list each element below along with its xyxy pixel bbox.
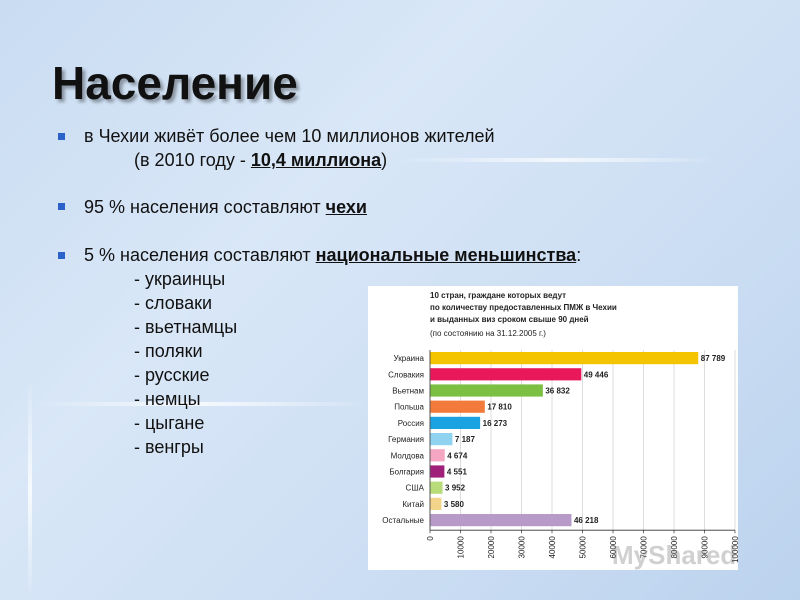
data-label: 46 218 (574, 516, 599, 525)
decor-line (28, 380, 32, 600)
data-label: 3 580 (444, 500, 465, 509)
minority-item: - словаки (134, 293, 213, 313)
bar (430, 368, 582, 381)
chart-title-line: 10 стран, граждане которых ведут (430, 291, 566, 300)
x-tick-label: 20000 (487, 536, 496, 559)
data-label: 16 273 (483, 419, 508, 428)
bar (430, 352, 699, 365)
data-label: 17 810 (487, 403, 512, 412)
data-label: 4 551 (447, 468, 468, 477)
minority-item: - немцы (134, 389, 201, 409)
data-label: 3 952 (445, 484, 466, 493)
bar (430, 400, 485, 413)
bullet-2-pre: 95 % населения составляют (84, 197, 326, 217)
bullet-2: 95 % населения составляют чехи (84, 197, 367, 218)
minority-item: - венгры (134, 437, 204, 457)
x-tick-label: 0 (426, 536, 435, 541)
bar (430, 416, 481, 429)
x-tick-label: 80000 (670, 536, 679, 559)
category-label: США (406, 484, 425, 493)
bullet-1-line-1: в Чехии живёт более чем 10 миллионов жит… (84, 126, 495, 146)
bullet-1-pre: (в 2010 году - (134, 150, 251, 170)
category-label: Молдова (391, 451, 425, 460)
category-label: Словакия (388, 370, 424, 379)
data-label: 36 832 (545, 387, 570, 396)
x-tick-label: 50000 (579, 536, 588, 559)
category-label: Германия (388, 435, 424, 444)
category-label: Болгария (389, 468, 424, 477)
bar (430, 497, 442, 510)
category-label: Вьетнам (392, 387, 424, 396)
minority-item: - русские (134, 365, 210, 385)
bar (430, 433, 453, 446)
decor-line (400, 158, 720, 162)
chart-svg: 10 стран, граждане которых ведут по колич… (382, 291, 738, 563)
category-label: Россия (398, 419, 424, 428)
category-label: Польша (394, 403, 424, 412)
chart-subtitle: (по состоянию на 31.12.2005 г.) (430, 329, 546, 338)
data-label: 49 446 (584, 370, 609, 379)
category-label: Украина (394, 354, 425, 363)
data-label: 87 789 (701, 354, 726, 363)
bullet-3-pre: 5 % населения составляют (84, 245, 316, 265)
x-tick-label: 90000 (701, 536, 710, 559)
x-tick-label: 30000 (518, 536, 527, 559)
watermark-logo: MyShared (612, 540, 737, 570)
minority-item: - вьетнамцы (134, 317, 238, 337)
minority-item: - украинцы (134, 269, 226, 289)
data-label: 7 187 (455, 435, 476, 444)
minority-item: - цыгане (134, 413, 205, 433)
bar (430, 465, 445, 478)
category-label: Китай (402, 500, 424, 509)
bar (430, 384, 543, 397)
chart-title-line: по количеству предоставленных ПМЖ в Чехи… (430, 303, 617, 312)
bar-chart: 10 стран, граждане которых ведут по колич… (368, 286, 738, 570)
population-2010: 10,4 миллиона (250, 150, 382, 170)
x-tick-label: 60000 (609, 536, 618, 559)
chart-title-line: и выданных виз сроком свыше 90 дней (430, 315, 589, 324)
minority-item: - поляки (134, 341, 203, 361)
bar (430, 481, 443, 494)
x-tick-label: 100000 (731, 536, 738, 563)
bar (430, 449, 445, 462)
bullet-3-post: : (576, 245, 582, 265)
data-label: 4 674 (447, 451, 468, 460)
category-label: Остальные (382, 516, 424, 525)
minorities-label: национальные меньшинства (315, 245, 577, 265)
czechs-label: чехи (325, 197, 367, 217)
x-tick-label: 10000 (457, 536, 466, 559)
bullet-3: 5 % населения составляют национальные ме… (84, 245, 581, 266)
bullet-icon (58, 252, 65, 259)
bullet-1-post: ) (381, 150, 388, 170)
slide-title: Население (52, 57, 298, 109)
bullet-1-line-2: (в 2010 году - 10,4 миллиона) (134, 150, 387, 171)
decor-line (30, 402, 370, 406)
bar (430, 514, 572, 527)
bullet-icon (58, 203, 65, 210)
x-tick-label: 40000 (548, 536, 557, 559)
x-tick-label: 70000 (640, 536, 649, 559)
bullet-icon (58, 133, 65, 140)
